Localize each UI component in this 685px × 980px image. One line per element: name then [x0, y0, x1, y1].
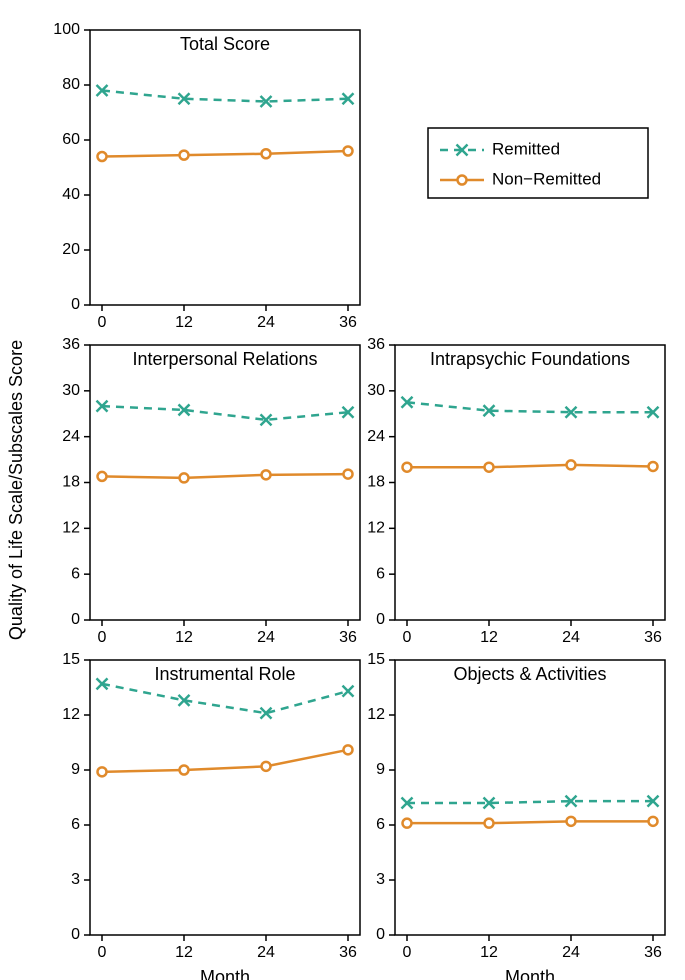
xtick-label: 12 [480, 629, 498, 646]
legend-label: Remitted [492, 139, 560, 158]
ytick-label: 12 [62, 706, 80, 723]
xtick-label: 12 [175, 944, 193, 961]
ytick-label: 12 [62, 520, 80, 537]
ytick-label: 24 [367, 428, 385, 445]
series-remitted [407, 801, 653, 803]
xlabel: Month [505, 967, 555, 980]
ytick-label: 18 [367, 474, 385, 491]
ytick-label: 0 [376, 611, 385, 628]
ytick-label: 9 [71, 761, 80, 778]
panel-interpersonal: 0 6 12 18 24 30 36 0 12 24 36 Interpersonal Relatio… [62, 336, 360, 646]
ytick-label: 0 [71, 611, 80, 628]
panel-title: Instrumental Role [154, 664, 295, 684]
series-nonremitted [407, 821, 653, 823]
ytick-label: 24 [62, 428, 80, 445]
xtick-label: 36 [339, 944, 357, 961]
xtick-label: 0 [403, 629, 412, 646]
xtick-label: 24 [562, 629, 580, 646]
xtick-label: 12 [175, 314, 193, 331]
ytick-label: 30 [367, 382, 385, 399]
series-remitted [102, 91, 348, 102]
legend-label: Non−Remitted [492, 169, 601, 188]
panel-objects: 036912150122436Objects & ActivitiesMonth [367, 651, 665, 980]
ytick-label: 80 [62, 76, 80, 93]
ytick-label: 40 [62, 186, 80, 203]
ytick-label: 30 [62, 382, 80, 399]
ytick-label: 3 [376, 871, 385, 888]
xtick-label: 12 [480, 944, 498, 961]
ytick-label: 12 [367, 520, 385, 537]
series-nonremitted [407, 465, 653, 467]
ytick-label: 0 [71, 926, 80, 943]
ytick-label: 0 [71, 296, 80, 313]
panel-instrumental: 036912150122436Instrumental RoleMonth [62, 651, 360, 980]
ytick-label: 20 [62, 241, 80, 258]
ylabel: Quality of Life Scale/Subscales Score [6, 340, 26, 640]
ytick-label: 15 [62, 651, 80, 668]
xtick-label: 36 [339, 314, 357, 331]
ytick-label: 15 [367, 651, 385, 668]
series-nonremitted [102, 474, 348, 478]
xtick-label: 24 [257, 629, 275, 646]
ytick-label: 6 [71, 565, 80, 582]
panel-total: 0 20 40 60 80 100 0 12 24 36 Total Score [53, 21, 360, 331]
ytick-label: 60 [62, 131, 80, 148]
xtick-label: 0 [403, 944, 412, 961]
series-remitted [102, 406, 348, 420]
xtick-label: 0 [98, 944, 107, 961]
xtick-label: 12 [175, 629, 193, 646]
panel-title: Interpersonal Relations [132, 349, 317, 369]
figure: 0204060801000122436Total Score0612182430… [0, 0, 685, 980]
xtick-label: 24 [562, 944, 580, 961]
xtick-label: 24 [257, 314, 275, 331]
xtick-label: 0 [98, 629, 107, 646]
ytick-label: 18 [62, 474, 80, 491]
panel-intrapsychic: 0 6 12 18 24 30 36 0 12 24 36 Intrapsychic Foundati… [367, 336, 665, 646]
ytick-label: 36 [367, 336, 385, 353]
ytick-label: 12 [367, 706, 385, 723]
xtick-label: 36 [644, 629, 662, 646]
ytick-label: 6 [71, 816, 80, 833]
ytick-label: 36 [62, 336, 80, 353]
xtick-label: 36 [339, 629, 357, 646]
ytick-label: 6 [376, 565, 385, 582]
legend: Remitted Non−Remitted [428, 128, 648, 198]
panel-title: Total Score [180, 34, 270, 54]
xlabel: Month [200, 967, 250, 980]
series-nonremitted [102, 750, 348, 772]
panel-title: Objects & Activities [453, 664, 606, 684]
figure-svg: 0204060801000122436Total Score0612182430… [0, 0, 685, 980]
xtick-label: 36 [644, 944, 662, 961]
ytick-label: 6 [376, 816, 385, 833]
series-remitted [102, 684, 348, 713]
series-remitted [407, 402, 653, 412]
series-nonremitted [102, 151, 348, 157]
xtick-label: 24 [257, 944, 275, 961]
ytick-label: 3 [71, 871, 80, 888]
xtick-label: 0 [98, 314, 107, 331]
ytick-label: 100 [53, 21, 80, 38]
ytick-label: 9 [376, 761, 385, 778]
ytick-label: 0 [376, 926, 385, 943]
panel-title: Intrapsychic Foundations [430, 349, 630, 369]
